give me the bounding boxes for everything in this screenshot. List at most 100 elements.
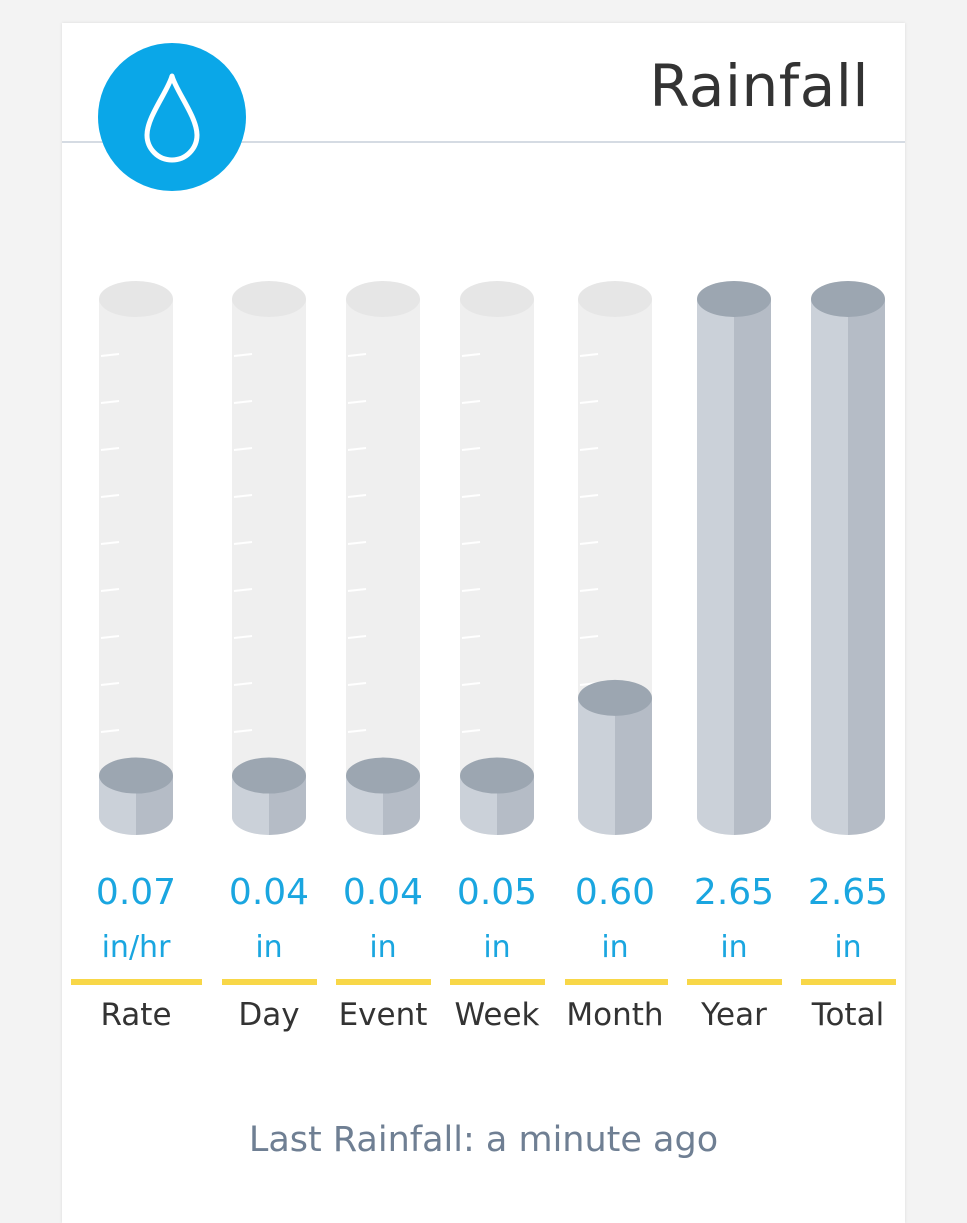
gauge-tick: [100, 400, 120, 404]
gauge-tick: [579, 494, 599, 498]
gauge-tick: [233, 635, 253, 639]
gauge-day: [232, 281, 306, 835]
gauge-liquid: [811, 299, 848, 817]
gauge-period-label: Rate: [100, 997, 172, 1033]
gauge-liquid-base-shade: [497, 817, 534, 835]
gauge-underline: [565, 979, 668, 985]
gauge-liquid-shade: [734, 299, 771, 817]
gauge-tube-top: [460, 281, 534, 317]
gauge-tick: [233, 494, 253, 498]
gauge-liquid-surface: [99, 757, 173, 794]
gauge-period-label: Event: [338, 997, 428, 1033]
raindrop-icon: [98, 43, 246, 191]
gauge-tick: [461, 353, 481, 357]
gauge-unit: in: [601, 930, 629, 965]
gauge-liquid: [697, 299, 734, 817]
gauge-liquid-base-shade: [269, 817, 306, 835]
gauge-period-label: Month: [566, 997, 664, 1033]
gauge-value: 0.05: [456, 872, 538, 913]
gauge-liquid-base: [99, 817, 136, 835]
page-title: Rainfall: [649, 52, 869, 120]
gauge-liquid: [578, 697, 615, 817]
gauge-underline: [801, 979, 896, 985]
gauge-liquid-surface: [346, 757, 420, 794]
gauge-tick: [233, 447, 253, 451]
gauge-tick: [233, 541, 253, 545]
gauge-liquid-surface: [811, 281, 885, 317]
gauge-tube-top: [99, 281, 173, 317]
gauge-tick: [347, 494, 367, 498]
gauge-tick: [461, 588, 481, 592]
gauge-period-label: Total: [811, 997, 885, 1033]
gauge-value: 0.04: [342, 872, 424, 913]
gauge-tick: [347, 541, 367, 545]
gauge-tick: [100, 447, 120, 451]
gauge-tick: [233, 729, 253, 733]
gauge-liquid-base: [232, 817, 269, 835]
gauge-liquid-base: [578, 817, 615, 835]
gauge-liquid-base: [460, 817, 497, 835]
gauge-tick: [100, 729, 120, 733]
gauge-tick: [579, 353, 599, 357]
gauge-tube-top: [232, 281, 306, 317]
gauge-tick: [579, 447, 599, 451]
gauge-week: [460, 281, 534, 835]
gauge-tick: [579, 588, 599, 592]
gauge-liquid-surface: [697, 281, 771, 317]
gauge-liquid-surface: [578, 679, 652, 716]
gauge-total: [811, 281, 885, 835]
gauge-value: 0.60: [574, 872, 656, 913]
gauge-value: 0.04: [228, 872, 310, 913]
gauge-liquid-shade: [615, 697, 652, 817]
gauge-tick: [461, 682, 481, 686]
gauge-tick: [347, 400, 367, 404]
gauge-unit: in: [255, 930, 283, 965]
gauge-underline: [336, 979, 431, 985]
gauge-value: 0.07: [95, 872, 177, 913]
gauge-tick: [100, 588, 120, 592]
gauge-tick: [347, 353, 367, 357]
gauge-tick: [347, 447, 367, 451]
gauge-tick: [461, 447, 481, 451]
gauge-tick: [100, 353, 120, 357]
gauge-underline: [71, 979, 202, 985]
gauge-tube: [460, 299, 534, 817]
gauge-tube-top: [578, 281, 652, 317]
gauge-underline: [687, 979, 782, 985]
gauge-tick: [461, 541, 481, 545]
gauge-underline: [222, 979, 317, 985]
gauge-liquid-surface: [460, 757, 534, 794]
gauge-tick: [100, 541, 120, 545]
gauge-month: [578, 281, 652, 835]
gauge-value: 2.65: [807, 872, 889, 913]
last-rainfall-text: Last Rainfall: a minute ago: [248, 1120, 719, 1160]
gauge-liquid-base-shade: [734, 817, 771, 835]
gauge-tube: [346, 299, 420, 817]
gauge-tick: [461, 494, 481, 498]
gauge-liquid-base-shade: [136, 817, 173, 835]
gauge-tick: [347, 682, 367, 686]
gauge-liquid-base: [697, 817, 734, 835]
gauge-tick: [579, 400, 599, 404]
gauge-underline: [450, 979, 545, 985]
gauge-tick: [461, 729, 481, 733]
gauge-unit: in: [834, 930, 862, 965]
gauge-year: [697, 281, 771, 835]
gauge-unit: in: [720, 930, 748, 965]
gauge-event: [346, 281, 420, 835]
gauge-liquid-base: [811, 817, 848, 835]
gauge-tick: [233, 353, 253, 357]
gauge-tube: [232, 299, 306, 817]
gauge-liquid-shade: [848, 299, 885, 817]
gauge-tick: [461, 635, 481, 639]
gauge-unit: in/hr: [101, 930, 171, 965]
gauge-value: 2.65: [693, 872, 775, 913]
gauge-liquid-base-shade: [615, 817, 652, 835]
gauge-tube: [99, 299, 173, 817]
gauge-liquid-base-shade: [383, 817, 420, 835]
gauge-unit: in: [369, 930, 397, 965]
gauge-tick: [100, 635, 120, 639]
gauge-tube-top: [346, 281, 420, 317]
gauge-tick: [579, 541, 599, 545]
